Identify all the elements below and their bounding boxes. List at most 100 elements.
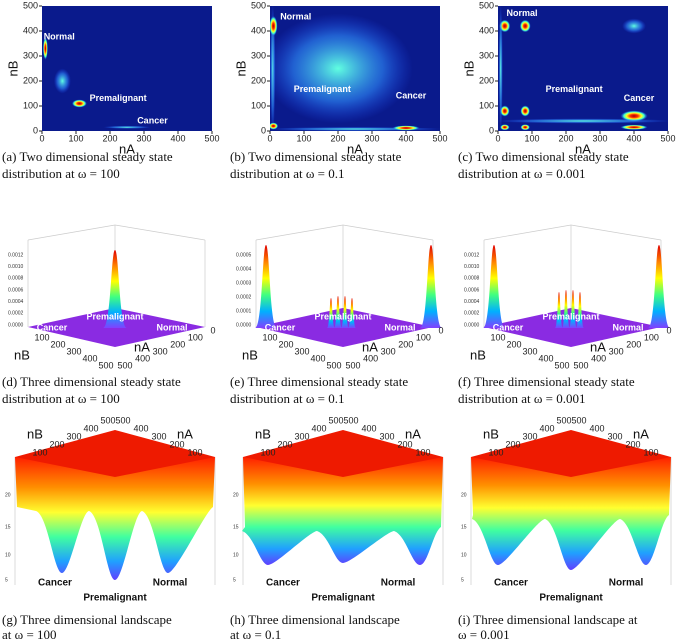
x-tick-label: 0 [495,133,500,143]
peak [341,296,349,328]
caption-line: (a) Two dimensional steady state [2,149,173,164]
na-tick-label: 200 [170,339,185,349]
caption-line: distribution at ω = 100 [2,391,120,406]
nb-tick-label: 500 [98,360,113,370]
peak [648,245,670,328]
state-label: Premalignant [294,84,351,94]
na-tick-label: 500 [343,415,358,425]
nb-axis-label: nB [242,347,258,362]
x-tick-label: 500 [432,133,447,143]
state-label: Premalignant [539,593,603,604]
y-axis-label: nB [5,61,20,77]
nb-tick-label: 200 [49,439,64,449]
y-tick-label: 200 [23,75,38,85]
y-tick-label: 0 [489,125,494,135]
density-blob [500,105,510,117]
z-tick-label: 20 [5,492,11,498]
caption-line: (d) Three dimensional steady state [2,374,181,389]
state-label: Premalignant [542,311,599,321]
peak [420,245,442,328]
na-tick-label: 200 [398,339,413,349]
x-tick-label: 300 [592,133,607,143]
x-tick-label: 400 [398,133,413,143]
nb-tick-label: 500 [326,360,341,370]
z-tick-label: 0.0010 [8,264,24,270]
state-label: Normal [612,322,643,332]
x-tick-label: 100 [68,133,83,143]
nb-axis-label: nB [470,347,486,362]
z-tick-label: 0.0002 [464,311,480,317]
caption-line: distribution at ω = 100 [2,166,120,181]
heatmap [270,6,440,131]
state-label: Premalignant [83,593,147,604]
na-tick-label: 400 [133,423,148,433]
nb-tick-label: 100 [260,447,275,457]
nb-tick-label: 400 [310,353,325,363]
na-axis-label: nA [177,426,193,441]
nb-tick-label: 300 [294,431,309,441]
density-blob [71,99,87,108]
y-tick-label: 100 [23,100,38,110]
state-label: Normal [381,578,416,589]
peak [255,245,277,328]
nb-tick-label: 100 [34,332,49,342]
caption-line: distribution at ω = 0.001 [458,391,585,406]
state-label: Premalignant [86,311,143,321]
z-tick-label: 10 [461,552,467,558]
z-tick-label: 20 [461,492,467,498]
state-label: Premalignant [90,93,147,103]
y-tick-label: 300 [23,50,38,60]
nb-tick-label: 200 [278,339,293,349]
y-tick-label: 200 [479,75,494,85]
z-tick-label: 0.0010 [464,264,480,270]
y-tick-label: 400 [251,25,266,35]
density-blob [392,125,420,131]
x-tick-label: 200 [102,133,117,143]
na-tick-label: 300 [151,431,166,441]
z-tick-label: 0.0012 [8,252,24,258]
na-axis-label: nA [362,339,378,354]
nb-axis-label: nB [14,347,30,362]
na-tick-label: 400 [591,353,606,363]
nb-tick-label: 300 [522,431,537,441]
nb-axis-label: nB [483,426,499,441]
z-tick-label: 0.0004 [464,299,480,305]
z-tick-label: 10 [5,552,11,558]
y-axis-label: nB [233,61,248,77]
x-tick-label: 100 [524,133,539,143]
z-tick-label: 5 [5,577,8,583]
caption-line: at ω = 100 [2,627,57,641]
na-tick-label: 400 [361,423,376,433]
na-tick-label: 100 [188,332,203,342]
caption-line: (g) Three dimensional landscape [2,612,172,627]
na-tick-label: 100 [643,447,658,457]
heatmap [498,6,668,131]
caption-line: (c) Two dimensional steady state [458,149,629,164]
state-label: Cancer [265,322,296,332]
na-tick-label: 200 [625,439,640,449]
y-tick-label: 300 [479,50,494,60]
box-edge [342,224,434,241]
na-tick-label: 200 [169,439,184,449]
na-tick-label: 200 [397,439,412,449]
na-tick-label: 400 [135,353,150,363]
state-label: Normal [609,578,644,589]
box-edge [27,224,116,241]
nb-tick-label: 500 [554,360,569,370]
nb-tick-label: 500 [100,415,115,425]
caption-line: distribution at ω = 0.1 [230,391,344,406]
density-blob [500,124,510,131]
state-label: Premalignant [314,311,371,321]
y-tick-label: 500 [251,0,266,10]
na-tick-label: 500 [117,360,132,370]
caption-line: (f) Three dimensional steady state [458,374,635,389]
nb-tick-label: 400 [538,353,553,363]
na-tick-label: 100 [416,332,431,342]
state-label: Normal [384,322,415,332]
density-blob [103,125,151,129]
caption-line: ω = 0.001 [458,627,510,641]
nb-tick-label: 100 [262,332,277,342]
caption-line: distribution at ω = 0.001 [458,166,585,181]
z-tick-label: 0.0004 [8,299,24,305]
x-tick-label: 300 [136,133,151,143]
